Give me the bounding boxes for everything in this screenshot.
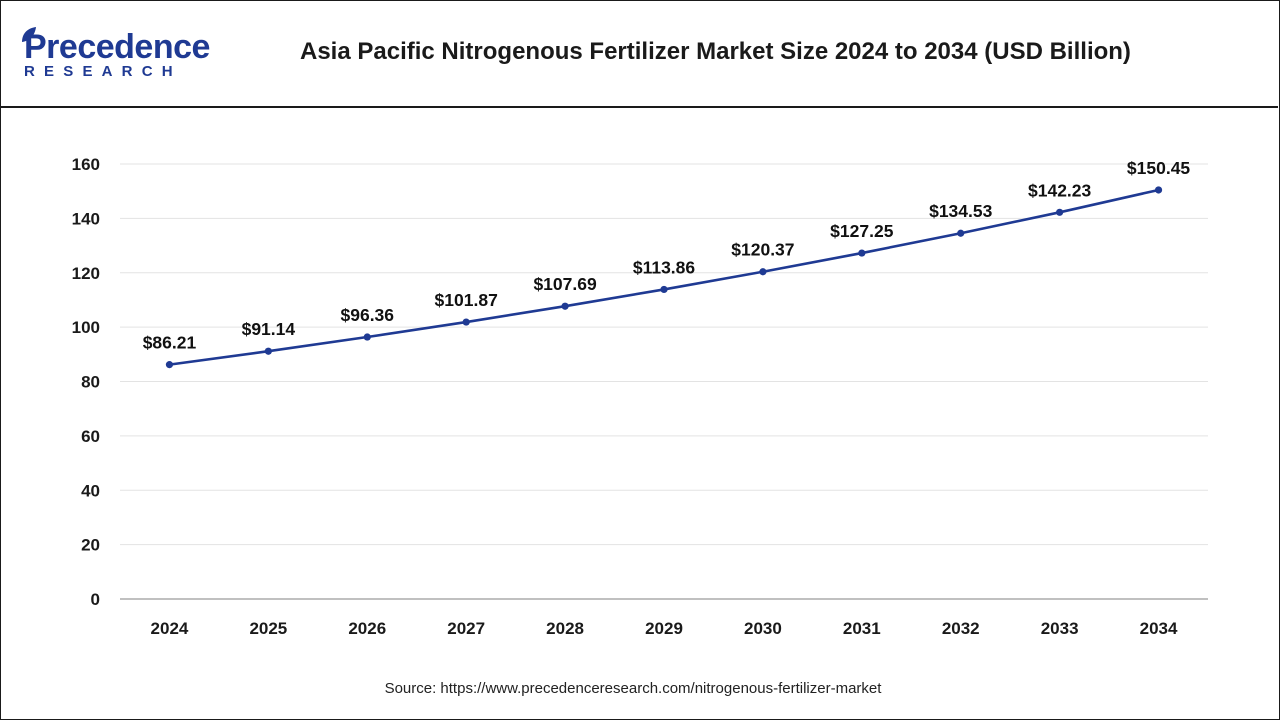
x-tick-label-2026: 2026 xyxy=(348,619,386,638)
header: Precedence RESEARCH Asia Pacific Nitroge… xyxy=(0,0,1278,108)
data-point-2029 xyxy=(660,285,668,294)
x-tick-label-2024: 2024 xyxy=(151,619,189,638)
x-tick-label-2031: 2031 xyxy=(843,619,881,638)
line-chart: 0 20 40 60 80 100 120 140 160 2024 2025 2026 2027 202… xyxy=(72,155,1208,638)
logo-subtitle: RESEARCH xyxy=(24,63,182,80)
leaf-icon xyxy=(22,27,36,42)
chart-title: Asia Pacific Nitrogenous Fertilizer Mark… xyxy=(300,38,1131,65)
y-tick-label-120: 120 xyxy=(72,264,100,283)
x-tick-label-2025: 2025 xyxy=(249,619,287,638)
y-tick-label-140: 140 xyxy=(72,209,100,228)
data-label-2030: $120.37 xyxy=(731,240,794,260)
brand-logo: Precedence RESEARCH xyxy=(22,27,222,84)
data-point-2028 xyxy=(561,302,569,310)
x-tick-label-2032: 2032 xyxy=(942,619,980,638)
data-point-2033 xyxy=(1056,208,1064,216)
data-point-2030 xyxy=(759,268,767,276)
data-label-2033: $142.23 xyxy=(1028,180,1092,200)
data-label-2034: $150.45 xyxy=(1127,158,1191,178)
y-tick-label-160: 160 xyxy=(72,155,100,174)
x-tick-label-2034: 2034 xyxy=(1140,619,1178,638)
y-tick-label-0: 0 xyxy=(91,590,100,609)
data-point-2034 xyxy=(1154,186,1163,194)
data-point-2024 xyxy=(165,361,174,369)
y-tick-label-60: 60 xyxy=(81,427,100,446)
data-label-2027: $101.87 xyxy=(435,290,498,310)
data-point-2032 xyxy=(957,229,965,237)
source-note: Source: https://www.precedenceresearch.c… xyxy=(384,680,882,697)
data-point-2025 xyxy=(264,347,272,355)
data-point-2026 xyxy=(363,333,371,341)
data-point-2027 xyxy=(462,318,470,326)
y-tick-label-80: 80 xyxy=(81,373,100,392)
y-tick-label-20: 20 xyxy=(81,536,100,555)
data-label-2028: $107.69 xyxy=(533,274,597,294)
x-tick-label-2033: 2033 xyxy=(1041,619,1079,638)
y-tick-label-40: 40 xyxy=(81,481,100,500)
logo-wordmark: Precedence xyxy=(24,28,210,66)
data-label-2032: $134.53 xyxy=(929,201,993,221)
x-tick-label-2027: 2027 xyxy=(447,619,485,638)
x-tick-label-2030: 2030 xyxy=(744,619,782,638)
data-label-2024: $86.21 xyxy=(143,333,197,353)
x-tick-label-2029: 2029 xyxy=(645,619,683,638)
y-tick-label-100: 100 xyxy=(72,318,100,337)
data-label-2026: $96.36 xyxy=(341,305,395,325)
x-tick-label-2028: 2028 xyxy=(546,619,584,638)
data-point-2031 xyxy=(858,249,866,257)
data-label-2031: $127.25 xyxy=(830,221,894,241)
data-label-2029: $113.86 xyxy=(633,257,696,277)
data-label-2025: $91.14 xyxy=(242,319,296,339)
